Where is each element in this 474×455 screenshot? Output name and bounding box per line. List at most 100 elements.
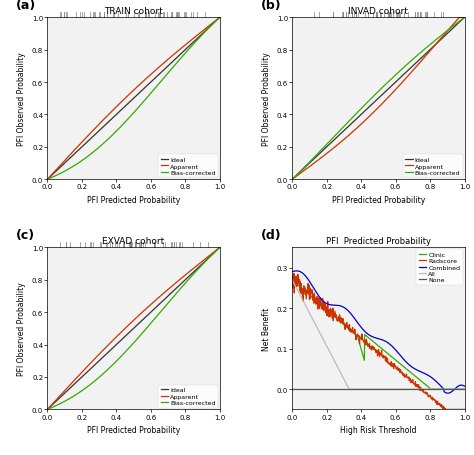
Ideal: [395, 78, 401, 84]
Bias-corrected: [392, 74, 398, 79]
X-axis label: PFI Predicted Probability: PFI Predicted Probability: [87, 425, 180, 434]
Bias-corrected: [462, 15, 467, 21]
Clinic: [372, 341, 378, 346]
All: [392, 387, 398, 392]
Combined: [458, 383, 464, 388]
Radscore: [291, 271, 297, 277]
Bias-corrected: [217, 15, 223, 21]
Ideal: [45, 177, 51, 182]
Title: PFI  Predicted Probability: PFI Predicted Probability: [326, 237, 431, 246]
Ideal: [290, 177, 296, 182]
Bias-corrected: [435, 37, 440, 42]
Line: Bias-corrected: Bias-corrected: [47, 248, 220, 410]
Ideal: [392, 81, 397, 87]
Combined: [392, 347, 398, 352]
Title: EXVAD cohort: EXVAD cohort: [102, 237, 164, 246]
None: [392, 387, 398, 392]
Apparent: [201, 258, 207, 263]
Bias-corrected: [201, 31, 207, 37]
All: [431, 387, 437, 392]
Apparent: [395, 86, 401, 91]
Bias-corrected: [150, 318, 156, 324]
Clinic: [392, 357, 398, 362]
Ideal: [190, 41, 195, 46]
Bias-corrected: [290, 177, 296, 182]
Bias-corrected: [217, 245, 223, 251]
Apparent: [146, 74, 152, 79]
Ideal: [146, 81, 152, 87]
Title: TRAIN cohort: TRAIN cohort: [104, 7, 163, 16]
Radscore: [462, 407, 467, 412]
Apparent: [45, 177, 51, 182]
Apparent: [217, 15, 223, 21]
Apparent: [45, 177, 50, 182]
Y-axis label: Net Benefit: Net Benefit: [262, 307, 271, 350]
Legend: Ideal, Apparent, Bias-corrected: Ideal, Apparent, Bias-corrected: [403, 155, 463, 178]
All: [462, 387, 467, 392]
Combined: [289, 269, 295, 275]
Bias-corrected: [45, 407, 50, 412]
Apparent: [45, 407, 50, 412]
Radscore: [443, 407, 449, 412]
Apparent: [190, 267, 195, 272]
Text: (c): (c): [17, 228, 36, 241]
Clinic: [462, 387, 467, 392]
Apparent: [435, 40, 440, 46]
Ideal: [150, 78, 156, 84]
Ideal: [217, 245, 223, 251]
All: [346, 387, 352, 392]
Text: (a): (a): [17, 0, 36, 12]
Line: Clinic: Clinic: [292, 280, 465, 389]
Bias-corrected: [45, 177, 51, 182]
Ideal: [217, 15, 223, 21]
Apparent: [190, 37, 195, 42]
Combined: [372, 335, 377, 340]
Bias-corrected: [147, 92, 153, 98]
Ideal: [289, 177, 295, 182]
None: [457, 387, 463, 392]
Radscore: [392, 364, 398, 369]
Bias-corrected: [45, 177, 50, 182]
Bias-corrected: [150, 89, 156, 94]
None: [371, 387, 377, 392]
Apparent: [147, 303, 153, 308]
Line: Ideal: Ideal: [292, 18, 465, 180]
Apparent: [45, 406, 51, 412]
Radscore: [372, 346, 377, 351]
Clinic: [428, 387, 433, 392]
Radscore: [289, 283, 295, 288]
Ideal: [45, 406, 51, 412]
Ideal: [146, 311, 152, 317]
Apparent: [147, 73, 153, 79]
Apparent: [446, 28, 451, 33]
Ideal: [446, 30, 451, 36]
All: [383, 387, 389, 392]
Ideal: [201, 30, 207, 36]
X-axis label: PFI Predicted Probability: PFI Predicted Probability: [332, 196, 425, 205]
Radscore: [431, 397, 437, 402]
Bias-corrected: [395, 71, 401, 76]
Line: Combined: Combined: [292, 271, 465, 393]
Apparent: [201, 28, 207, 34]
Bias-corrected: [190, 43, 195, 49]
Ideal: [435, 41, 440, 46]
Apparent: [150, 71, 156, 76]
Title: INVAD cohort: INVAD cohort: [348, 7, 408, 16]
Ideal: [45, 407, 50, 412]
None: [462, 387, 467, 392]
Ideal: [462, 15, 467, 21]
Apparent: [289, 177, 295, 182]
Line: All: All: [292, 280, 465, 389]
X-axis label: High Risk Threshold: High Risk Threshold: [340, 425, 417, 434]
Apparent: [457, 15, 463, 21]
Clinic: [458, 387, 464, 392]
Apparent: [150, 300, 156, 306]
Apparent: [392, 89, 397, 95]
Text: (d): (d): [261, 228, 282, 241]
Ideal: [201, 260, 207, 266]
Bias-corrected: [392, 74, 397, 80]
All: [372, 387, 377, 392]
Line: Apparent: Apparent: [292, 18, 465, 180]
Combined: [373, 335, 378, 341]
Combined: [431, 377, 437, 382]
